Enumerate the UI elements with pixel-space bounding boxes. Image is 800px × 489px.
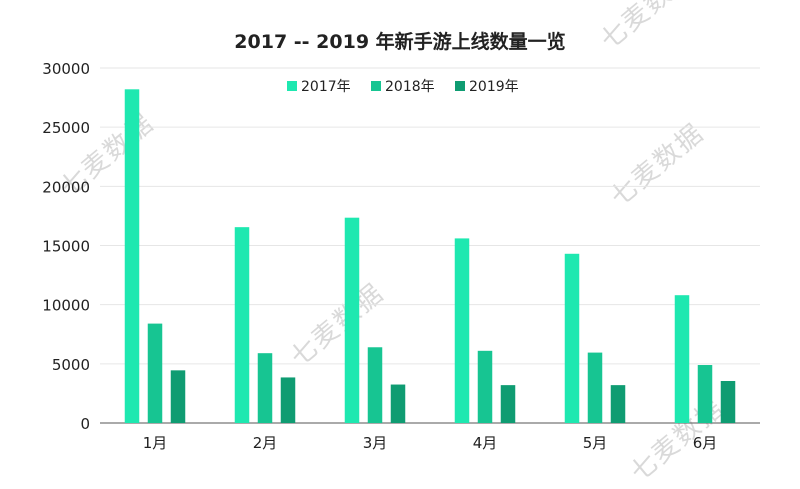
bar xyxy=(610,385,626,423)
x-tick-label: 4月 xyxy=(473,434,498,452)
bar xyxy=(390,384,406,423)
bar xyxy=(234,227,250,423)
legend-swatch xyxy=(287,81,297,91)
bar-chart: 2017 -- 2019 年新手游上线数量一览 0 5000 10000 15000 2… xyxy=(42,30,760,452)
x-tick-label: 2月 xyxy=(253,434,278,452)
y-tick-label: 0 xyxy=(80,415,90,433)
legend-swatch xyxy=(371,81,381,91)
x-tick-label: 1月 xyxy=(143,434,168,452)
bar xyxy=(257,353,273,423)
y-tick-label: 30000 xyxy=(42,60,90,78)
x-tick-label: 6月 xyxy=(693,434,718,452)
bar xyxy=(344,217,360,423)
bars xyxy=(124,89,736,424)
bar xyxy=(367,347,383,423)
grid xyxy=(100,67,760,424)
legend-swatch xyxy=(455,81,465,91)
legend: 2017年 2018年 2019年 xyxy=(287,79,519,95)
y-tick-label: 20000 xyxy=(42,178,90,196)
bar xyxy=(477,350,493,423)
bar xyxy=(124,89,140,424)
bar xyxy=(674,295,690,423)
bar xyxy=(280,377,296,423)
bar xyxy=(564,253,580,423)
x-axis: 1月 2月 3月 4月 5月 6月 xyxy=(143,434,718,452)
y-tick-label: 10000 xyxy=(42,297,90,315)
y-tick-label: 15000 xyxy=(42,238,90,256)
legend-label: 2018年 xyxy=(385,79,435,95)
y-axis: 0 5000 10000 15000 20000 25000 30000 xyxy=(42,60,90,433)
bar xyxy=(170,370,186,423)
bar xyxy=(720,380,736,423)
bar xyxy=(587,352,603,423)
y-tick-label: 5000 xyxy=(52,356,90,374)
legend-label: 2019年 xyxy=(469,79,519,95)
bar xyxy=(697,365,713,423)
chart-title: 2017 -- 2019 年新手游上线数量一览 xyxy=(234,30,565,53)
x-tick-label: 5月 xyxy=(583,434,608,452)
bar xyxy=(500,385,516,423)
x-tick-label: 3月 xyxy=(363,434,388,452)
bar xyxy=(147,323,163,423)
bar xyxy=(454,238,470,423)
y-tick-label: 25000 xyxy=(42,119,90,137)
legend-label: 2017年 xyxy=(301,79,351,95)
